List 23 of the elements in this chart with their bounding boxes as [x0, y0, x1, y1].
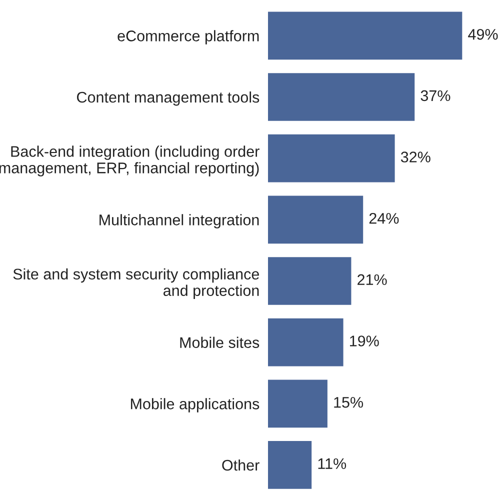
y-tick-label: Content management tools	[77, 91, 260, 106]
y-tick-label: Multichannel integration	[100, 214, 259, 228]
bar	[268, 196, 364, 244]
bar	[268, 73, 415, 121]
data-label: 49%	[468, 28, 498, 40]
data-label: 24%	[369, 212, 399, 224]
y-tick-label: Site and system security compliance and protection	[13, 268, 259, 300]
data-label: 19%	[350, 336, 379, 346]
y-tick-label: Mobile sites	[180, 336, 260, 348]
bar	[268, 441, 312, 489]
data-label: 11%	[318, 458, 346, 470]
data-label: 32%	[400, 152, 430, 162]
data-label: 15%	[334, 396, 364, 408]
y-tick-label: Mobile applications	[130, 398, 260, 412]
bar	[268, 134, 395, 182]
data-label: 37%	[420, 90, 450, 102]
bar	[268, 12, 462, 60]
bar	[268, 380, 328, 428]
y-tick-label: Other	[222, 459, 260, 471]
data-label: 21%	[358, 274, 387, 286]
bar	[268, 257, 352, 305]
bar	[268, 318, 344, 366]
y-tick-label: eCommerce platform	[118, 30, 259, 44]
